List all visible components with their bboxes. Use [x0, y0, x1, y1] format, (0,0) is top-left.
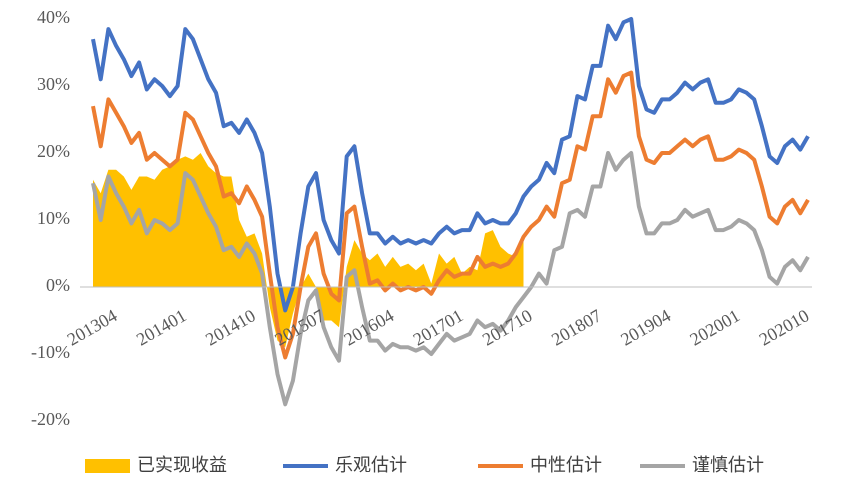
legend-swatch	[85, 459, 130, 473]
line	[91, 17, 810, 313]
y-tick-label: 40%	[37, 7, 70, 27]
x-tick-label: 201604	[340, 305, 397, 349]
legend-label: 中性估计	[530, 455, 602, 476]
legend-label: 已实现收益	[137, 455, 227, 476]
x-tick-label: 201410	[202, 305, 259, 349]
y-tick-label: 0%	[46, 275, 70, 295]
y-tick-label: -10%	[31, 342, 70, 362]
x-tick-label: 201904	[617, 305, 674, 349]
y-tick-label: 20%	[37, 141, 70, 161]
legend-label: 谨慎估计	[692, 455, 764, 476]
y-tick-label: 30%	[37, 74, 70, 94]
line	[91, 70, 810, 360]
legend-label: 乐观估计	[335, 455, 407, 476]
area	[93, 153, 524, 348]
x-tick-label: 201304	[64, 305, 121, 349]
x-tick-label: 202001	[686, 305, 743, 349]
y-tick-label: 10%	[37, 208, 70, 228]
x-tick-label: 202010	[756, 305, 813, 349]
line	[91, 151, 810, 407]
x-tick-label: 201710	[479, 305, 536, 349]
x-tick-label: 201807	[548, 305, 605, 349]
y-tick-label: -20%	[31, 409, 70, 429]
x-tick-label: 201401	[133, 305, 190, 349]
